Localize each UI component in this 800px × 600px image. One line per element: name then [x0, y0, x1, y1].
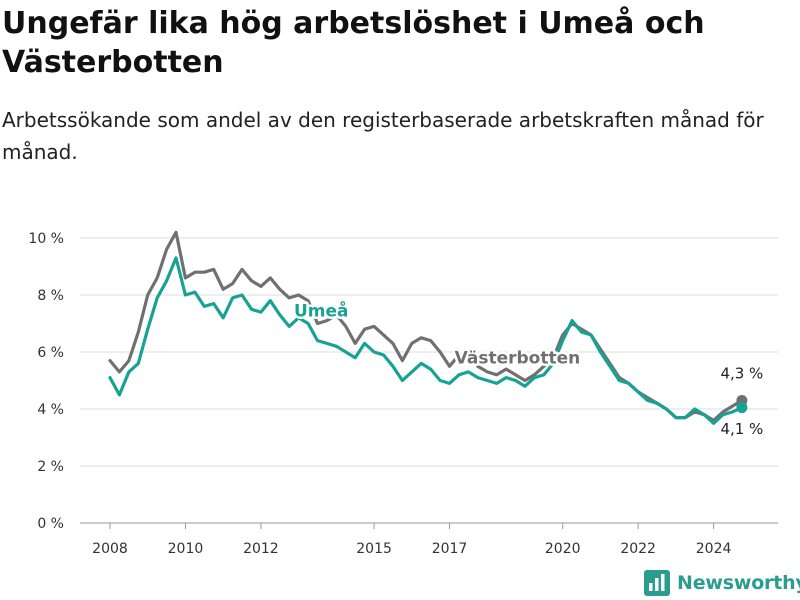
y-tick-label: 4 %: [37, 402, 64, 418]
series-line-vasterbotten: [108, 230, 744, 422]
series-end-point: [736, 402, 748, 414]
series-lines: [108, 230, 748, 425]
x-tick-label: 2012: [243, 541, 279, 557]
x-tick-label: 2010: [168, 541, 204, 557]
x-tick-label: 2024: [696, 541, 732, 557]
x-tick-label: 2017: [432, 541, 468, 557]
y-tick-label: 0 %: [37, 516, 64, 532]
x-tick-label: 2020: [545, 541, 581, 557]
grid-lines: [80, 237, 778, 524]
end-value-label: 4,1 %: [720, 420, 763, 438]
series-labels: Västerbotten Umeå 4,3 % 4,1 %: [291, 297, 765, 440]
page-title: Ungefär lika hög arbetslöshet i Umeå och…: [2, 6, 705, 80]
page-subtitle: Arbetssökande som andel av den registerb…: [2, 108, 764, 164]
y-axis: 0 % 2 % 4 % 6 % 8 % 10 %: [28, 231, 64, 532]
series-label: Umeå: [294, 299, 349, 321]
end-value-label: 4,3 %: [720, 364, 763, 382]
bar-chart-logo-icon: [644, 570, 670, 596]
y-tick-label: 10 %: [28, 231, 64, 247]
x-tick-label: 2008: [92, 541, 128, 557]
x-tick-label: 2022: [620, 541, 656, 557]
y-tick-label: 2 %: [37, 459, 64, 475]
series-line-umea: [108, 256, 744, 425]
brand-name: Newsworthy: [677, 572, 800, 594]
line-chart: 0 % 2 % 4 % 6 % 8 % 10 % 2008 2010 2012 2015 2017…: [28, 230, 778, 557]
x-axis: 2008 2010 2012 2015 2017 2020 2022 2024: [92, 523, 732, 557]
newsworthy-logo: Newsworthy: [644, 570, 800, 596]
y-tick-label: 6 %: [37, 345, 64, 361]
y-tick-label: 8 %: [37, 288, 64, 304]
series-label: Västerbotten: [455, 348, 581, 368]
x-tick-label: 2015: [356, 541, 392, 557]
